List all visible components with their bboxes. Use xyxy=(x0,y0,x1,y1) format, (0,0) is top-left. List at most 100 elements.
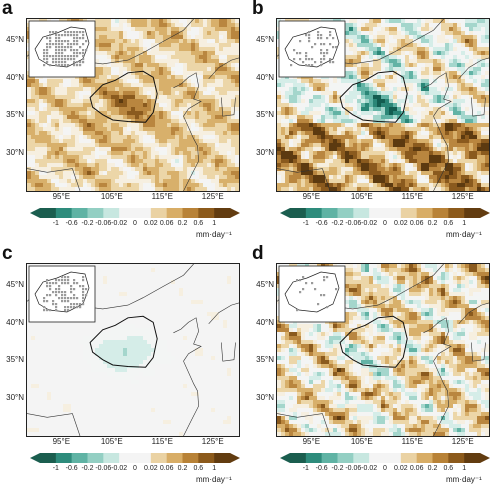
map-cell xyxy=(357,115,362,120)
map-cell xyxy=(413,43,418,48)
map-cell xyxy=(207,75,212,80)
map-cell xyxy=(329,107,334,112)
map-cell xyxy=(445,131,450,136)
map-cell xyxy=(393,27,398,32)
map-cell xyxy=(413,31,418,36)
map-cell xyxy=(179,135,184,140)
map-cell xyxy=(349,151,354,156)
map-cell xyxy=(207,163,212,168)
map-cell xyxy=(417,87,422,92)
map-cell xyxy=(187,83,192,88)
map-cell xyxy=(393,163,398,168)
colorbar-tick-label: -0.06 xyxy=(95,220,112,227)
map-cell xyxy=(345,171,350,176)
map-cell xyxy=(199,51,204,56)
map-cell xyxy=(477,187,482,191)
map-cell xyxy=(369,67,374,72)
map-cell xyxy=(429,43,434,48)
map-cell xyxy=(365,131,370,136)
map-cell xyxy=(127,288,132,293)
map-cell xyxy=(441,75,446,80)
map-cell xyxy=(139,179,144,184)
map-cell xyxy=(171,79,176,84)
map-cell xyxy=(485,115,489,120)
map-cell xyxy=(417,67,422,72)
map-cell xyxy=(211,159,216,164)
map-cell xyxy=(191,59,196,64)
map-cell xyxy=(119,47,124,52)
map-cell xyxy=(235,179,239,184)
map-cell xyxy=(131,59,136,64)
map-cell xyxy=(389,67,394,72)
map-cell xyxy=(377,127,382,132)
map-cell xyxy=(345,59,350,64)
map-cell xyxy=(63,99,68,104)
map-cell xyxy=(99,63,104,68)
map-cell xyxy=(135,131,140,136)
map-cell xyxy=(151,43,156,48)
map-cell xyxy=(357,127,362,132)
map-cell xyxy=(473,63,478,68)
map-cell xyxy=(305,107,310,112)
map-cell xyxy=(297,183,302,188)
map-cell xyxy=(349,143,354,148)
map-cell xyxy=(353,151,358,156)
map-cell xyxy=(175,183,180,188)
map-cell xyxy=(321,115,326,120)
map-cell xyxy=(119,280,124,285)
map-cell xyxy=(357,103,362,108)
map-cell xyxy=(457,103,462,108)
map-cell xyxy=(417,79,422,84)
map-cell xyxy=(219,59,224,64)
map-cell xyxy=(115,103,120,108)
map-cell xyxy=(203,268,208,273)
map-cell xyxy=(429,55,434,60)
map-cell xyxy=(91,95,96,100)
map-cell xyxy=(457,163,462,168)
map-cell xyxy=(163,103,168,108)
map-cell xyxy=(365,95,370,100)
map-cell xyxy=(79,183,84,188)
map-cell xyxy=(377,167,382,172)
map-cell xyxy=(199,147,204,152)
map-cell xyxy=(67,87,72,92)
map-cell xyxy=(485,123,489,128)
map-cell xyxy=(199,43,204,48)
map-cell xyxy=(453,35,458,40)
map-cell xyxy=(175,119,180,124)
map-cell xyxy=(219,79,224,84)
map-cell xyxy=(433,103,438,108)
map-cell xyxy=(381,99,386,104)
map-cell xyxy=(409,31,414,36)
map-cell xyxy=(143,87,148,92)
map-cell xyxy=(39,91,44,96)
map-cell xyxy=(79,127,84,132)
map-cell xyxy=(195,123,200,128)
map-cell xyxy=(227,175,232,180)
map-cell xyxy=(441,55,446,60)
map-cell xyxy=(155,107,160,112)
map-cell xyxy=(167,187,172,191)
map-cell xyxy=(111,83,116,88)
map-cell xyxy=(235,143,239,148)
map-cell xyxy=(397,87,402,92)
map-cell xyxy=(95,79,100,84)
map-cell xyxy=(119,95,124,100)
map-cell xyxy=(485,87,489,92)
map-cell xyxy=(139,43,144,48)
map-cell xyxy=(59,95,64,100)
map-cell xyxy=(223,35,228,40)
map-cell xyxy=(437,147,442,152)
map-cell xyxy=(377,115,382,120)
map-cell xyxy=(441,107,446,112)
map-cell xyxy=(151,19,156,24)
map-cell xyxy=(167,276,172,281)
map-cell xyxy=(211,39,216,44)
map-cell xyxy=(305,167,310,172)
map-cell xyxy=(163,55,168,60)
map-cell xyxy=(99,159,104,164)
map-cell xyxy=(27,159,32,164)
map-cell xyxy=(461,143,466,148)
map-cell xyxy=(215,167,220,172)
map-cell xyxy=(401,71,406,76)
